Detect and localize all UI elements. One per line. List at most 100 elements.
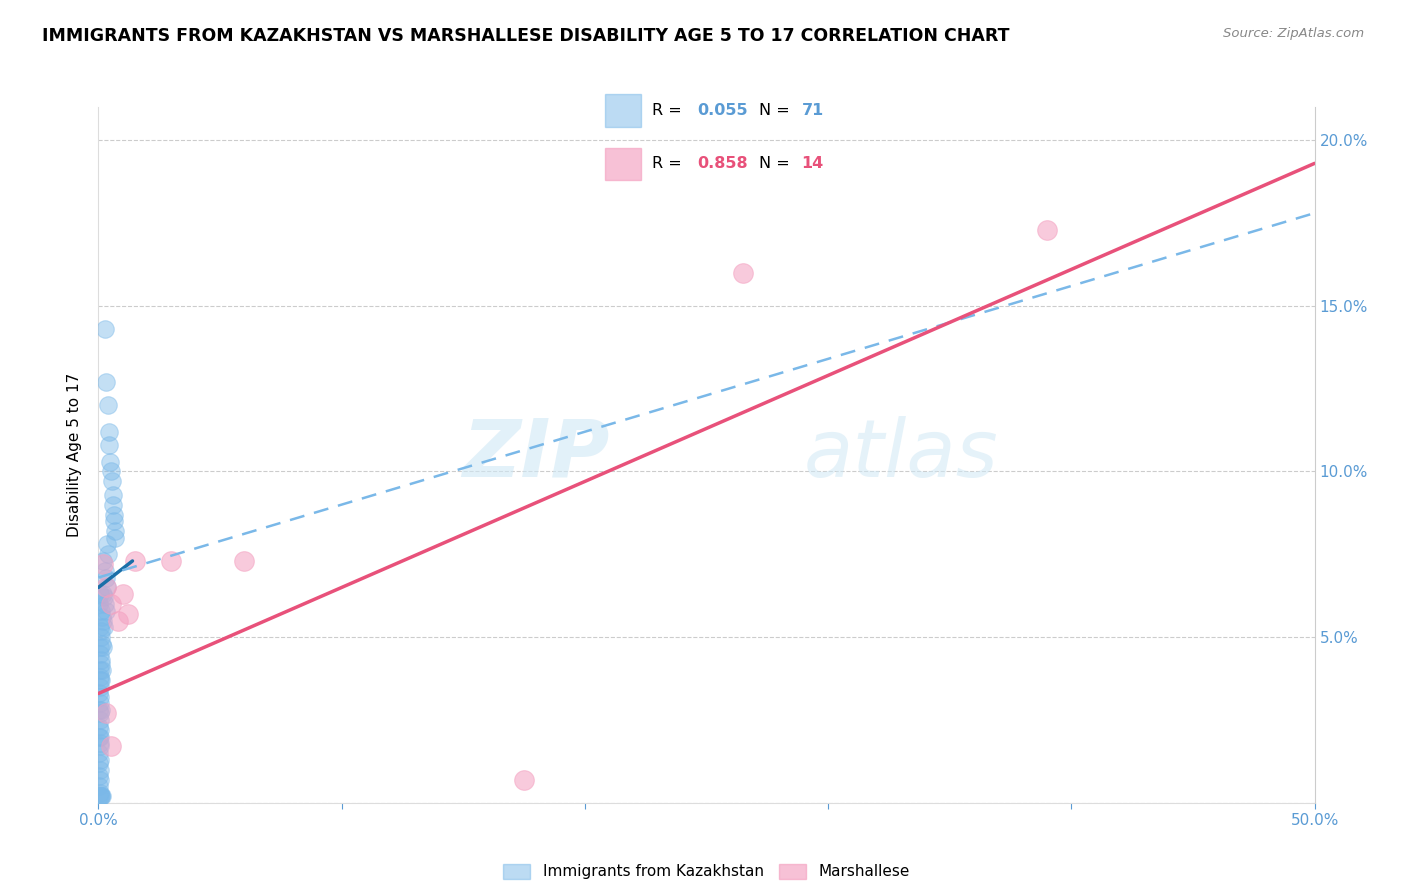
Point (93, 620, 115, 634)
Text: ZIP: ZIP (461, 416, 609, 494)
Point (111, 587, 134, 601)
Point (89, 673, 111, 688)
Point (89, 786, 111, 800)
Point (90, 630, 112, 644)
Point (89, 663, 111, 677)
Point (89, 703, 111, 717)
Point (89, 789, 111, 804)
Text: 14: 14 (801, 156, 824, 171)
Point (89, 779, 111, 793)
Point (89, 680, 111, 694)
Point (96, 537, 118, 551)
Point (90, 624, 112, 638)
Point (94, 597, 117, 611)
Point (100, 739, 122, 754)
Point (91, 640, 114, 654)
Point (89, 739, 111, 754)
Point (94, 322, 117, 336)
Point (89, 706, 111, 721)
Point (89, 756, 111, 770)
Y-axis label: Disability Age 5 to 17: Disability Age 5 to 17 (67, 373, 83, 537)
Text: 0.055: 0.055 (697, 103, 748, 118)
Text: 0.858: 0.858 (697, 156, 748, 171)
Point (89, 686, 111, 700)
Point (91, 663, 114, 677)
Legend: Immigrants from Kazakhstan, Marshallese: Immigrants from Kazakhstan, Marshallese (496, 857, 917, 886)
Point (101, 498, 124, 512)
Point (107, 614, 129, 628)
Point (97, 398, 120, 412)
Point (97, 425, 120, 439)
Point (93, 564, 115, 578)
Point (89, 697, 111, 711)
Point (101, 475, 124, 489)
Point (90, 789, 112, 804)
Point (89, 772, 111, 787)
Point (90, 789, 112, 804)
Text: R =: R = (652, 156, 688, 171)
Point (1036, 222, 1059, 236)
Point (101, 488, 124, 502)
Point (103, 514, 125, 528)
Point (89, 690, 111, 704)
Point (100, 597, 122, 611)
Point (94, 706, 117, 721)
Point (90, 673, 112, 688)
Point (117, 607, 139, 621)
Text: IMMIGRANTS FROM KAZAKHSTAN VS MARSHALLESE DISABILITY AGE 5 TO 17 CORRELATION CHA: IMMIGRANTS FROM KAZAKHSTAN VS MARSHALLES… (42, 27, 1010, 45)
Point (89, 597, 111, 611)
Point (93, 591, 115, 605)
Point (91, 614, 114, 628)
Point (89, 736, 111, 750)
Point (100, 465, 122, 479)
Text: atlas: atlas (804, 416, 998, 494)
Point (91, 558, 114, 572)
Point (91, 789, 114, 804)
Point (89, 730, 111, 744)
Point (89, 720, 111, 734)
Point (91, 610, 114, 624)
Point (89, 640, 111, 654)
Text: N =: N = (759, 156, 796, 171)
Point (89, 670, 111, 684)
Point (96, 581, 118, 595)
Point (96, 375, 118, 389)
Point (89, 746, 111, 760)
Point (98, 454, 121, 468)
Point (89, 620, 111, 634)
Point (90, 604, 112, 618)
Point (90, 653, 112, 667)
Point (91, 587, 114, 601)
Text: 71: 71 (801, 103, 824, 118)
Point (233, 554, 256, 568)
Point (160, 554, 183, 568)
Point (89, 769, 111, 783)
Point (96, 604, 118, 618)
FancyBboxPatch shape (605, 147, 641, 180)
Point (94, 581, 117, 595)
Point (90, 657, 112, 671)
Point (89, 647, 111, 661)
Point (89, 723, 111, 737)
Point (91, 637, 114, 651)
Point (94, 570, 117, 584)
Point (103, 508, 125, 522)
Point (90, 703, 112, 717)
Text: Source: ZipAtlas.com: Source: ZipAtlas.com (1223, 27, 1364, 40)
Point (89, 730, 111, 744)
Point (104, 524, 127, 538)
Point (513, 772, 536, 787)
Point (89, 587, 111, 601)
Point (104, 531, 127, 545)
Text: N =: N = (759, 103, 796, 118)
Point (91, 554, 114, 568)
Text: R =: R = (652, 103, 688, 118)
Point (97, 547, 120, 561)
Point (89, 713, 111, 727)
Point (89, 789, 111, 804)
FancyBboxPatch shape (605, 95, 641, 127)
Point (731, 266, 754, 280)
Point (98, 438, 121, 452)
Point (89, 763, 111, 777)
Point (89, 753, 111, 767)
